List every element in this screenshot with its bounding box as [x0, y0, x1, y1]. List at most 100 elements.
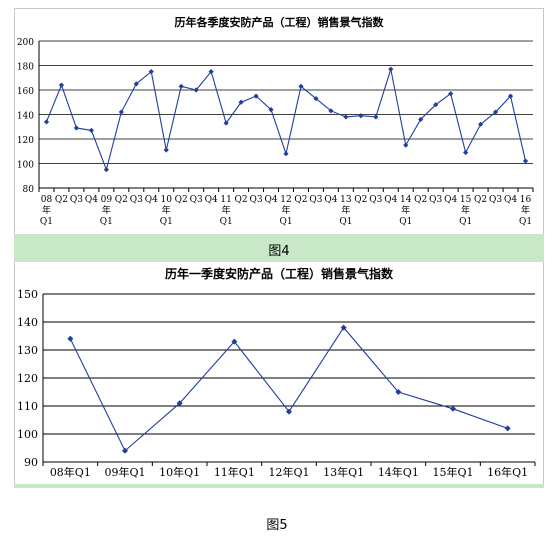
y-tick-label: 180: [17, 63, 34, 73]
data-point: [433, 102, 439, 108]
x-tick-label: Q2: [115, 195, 128, 205]
data-point: [463, 149, 469, 156]
data-point: [58, 82, 65, 88]
y-tick-label: 140: [17, 316, 38, 329]
y-tick-label: 160: [17, 87, 34, 97]
figure5-bottom-band: [14, 484, 544, 488]
x-tick-label: 10年Q1: [159, 465, 200, 479]
x-tick-label: Q3: [489, 195, 502, 205]
data-point: [507, 93, 514, 99]
x-tick-label: Q3: [369, 195, 382, 205]
data-point: [328, 108, 334, 114]
y-tick-label: 90: [24, 456, 38, 469]
chart-title: 历年各季度安防产品（工程）销售景气指数: [175, 15, 385, 29]
x-tick-label: Q2: [175, 195, 188, 205]
x-tick-label: Q3: [190, 195, 203, 205]
data-point: [193, 87, 199, 93]
chart-q1-index: 历年一季度安防产品（工程）销售景气指数 90 100 110 120 130 140 150 0…: [17, 266, 536, 479]
x-tick-label: 12年Q1: [268, 465, 309, 479]
data-point: [343, 114, 349, 120]
data-point: [403, 142, 409, 148]
data-point: [450, 405, 456, 412]
x-tick-label: Q4: [504, 195, 517, 205]
data-point: [504, 425, 511, 432]
x-tick-label: 15年Q1: [432, 465, 473, 479]
x-tick-label: Q3: [130, 195, 143, 205]
x-tick-label: Q2: [354, 195, 367, 205]
x-tick-label: Q2: [294, 195, 307, 205]
data-point: [103, 167, 109, 173]
figure4-caption: 图4: [268, 244, 290, 259]
data-point: [522, 158, 529, 164]
x-tick-label: Q3: [429, 195, 442, 205]
data-point: [373, 114, 379, 120]
x-tick-label: 11年Q1: [214, 465, 255, 479]
data-point: [253, 93, 259, 99]
data-point: [223, 120, 229, 126]
y-tick-label: 120: [17, 136, 34, 146]
data-point: [118, 109, 124, 115]
data-point: [418, 116, 424, 122]
x-tick-label: Q4: [324, 195, 337, 205]
x-tick-label: Q4: [384, 195, 397, 205]
y-tick-label: 110: [17, 400, 38, 413]
x-tick-label: 08年Q1: [50, 465, 91, 479]
y-tick-label: 100: [17, 161, 34, 171]
series-line: [69, 326, 508, 452]
y-tick-label: 100: [17, 428, 38, 441]
data-point: [448, 91, 454, 97]
figure5-caption: 图5: [266, 518, 288, 533]
data-point: [163, 147, 169, 153]
data-point: [283, 151, 289, 157]
y-tick-label: 200: [17, 38, 34, 48]
chart-quarterly-index: 历年各季度安防产品（工程）销售景气指数 80 100 120 140 160 180 200 0…: [17, 15, 534, 227]
x-tick-label: Q4: [85, 195, 98, 205]
data-point: [313, 95, 319, 102]
data-point: [231, 338, 238, 345]
data-point: [286, 408, 292, 415]
y-tick-label: 130: [17, 344, 38, 357]
data-point: [133, 81, 139, 87]
x-tick-label: Q4: [205, 195, 218, 205]
data-point: [178, 83, 184, 89]
y-tick-label: 140: [17, 112, 34, 122]
x-tick-label: Q4: [264, 195, 277, 205]
data-point: [88, 127, 94, 134]
x-tick-label: Q3: [250, 195, 263, 205]
data-point: [73, 125, 80, 131]
x-tick-label: Q2: [55, 195, 68, 205]
x-tick-label: 16年Q1: [487, 465, 528, 479]
data-point: [43, 119, 50, 125]
y-tick-label: 150: [17, 288, 38, 301]
x-tick-label: 13年Q1: [323, 465, 364, 479]
data-point: [67, 335, 74, 342]
data-point: [388, 66, 394, 72]
x-tick-label: Q2: [474, 195, 487, 205]
data-point: [395, 389, 402, 395]
data-point: [340, 324, 347, 331]
x-tick-label: Q3: [309, 195, 322, 205]
data-point: [298, 83, 304, 89]
y-tick-label: 120: [17, 372, 38, 385]
chart-panel-q1: 历年一季度安防产品（工程）销售景气指数 90 100 110 120 130 140 150 0…: [14, 262, 544, 485]
y-tick-label: 80: [23, 185, 35, 195]
chart-title: 历年一季度安防产品（工程）销售景气指数: [165, 266, 394, 281]
data-point: [176, 400, 183, 407]
data-point: [492, 109, 499, 115]
data-point: [478, 121, 484, 127]
data-point: [122, 447, 128, 454]
x-tick-label: Q2: [414, 195, 427, 205]
x-tick-label: Q4: [444, 195, 457, 205]
x-tick-label: 09年Q1: [104, 465, 145, 479]
chart-panel-quarterly: 历年各季度安防产品（工程）销售景气指数 80 100 120 140 160 180 200 0…: [14, 8, 544, 236]
data-point: [238, 99, 244, 105]
x-tick-label: Q3: [70, 195, 83, 205]
